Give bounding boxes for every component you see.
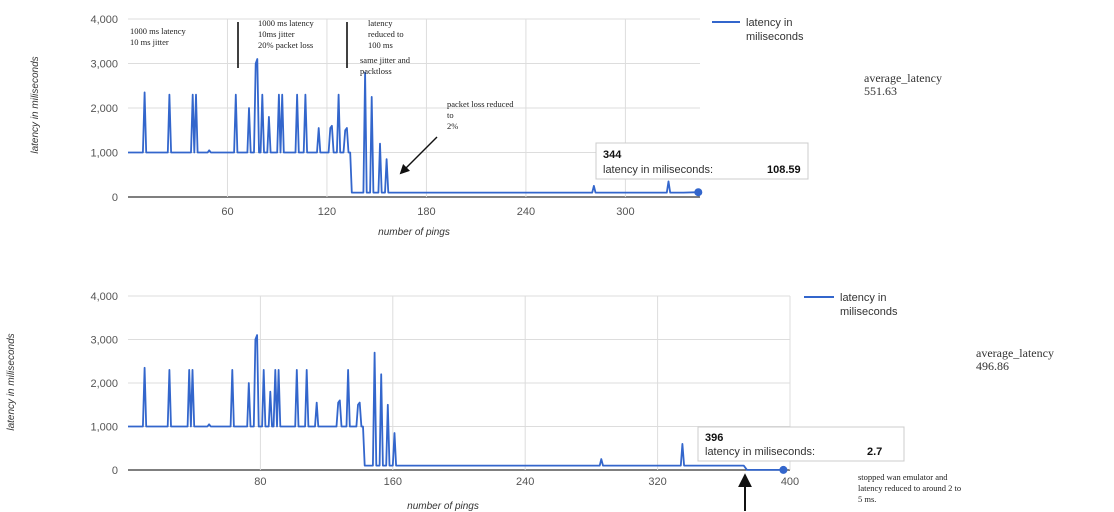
chart-1-tooltip-value: 108.59: [767, 164, 801, 176]
chart-1-average-value: 551.63: [864, 84, 897, 98]
chart-2-average-label: average_latency: [976, 346, 1054, 360]
chart-1-annotation-4: packet loss reduced to 2%: [447, 99, 516, 131]
x-tick-label: 120: [318, 206, 336, 218]
chart-1-tooltip-title: 344: [603, 149, 622, 161]
chart-1-legend-label: latency in miliseconds: [746, 17, 804, 43]
y-tick-label: 0: [112, 192, 118, 204]
y-tick-label: 0: [112, 465, 118, 477]
y-tick-label: 4,000: [90, 291, 118, 303]
chart-2-x-ticks: 80 160 240 320 400: [254, 476, 799, 488]
y-tick-label: 1,000: [90, 148, 118, 160]
x-tick-label: 400: [781, 476, 799, 488]
chart-2-y-ticks: 0 1,000 2,000 3,000 4,000: [90, 291, 118, 477]
chart-1-annotation-1: 1000 ms latency 10 ms jitter: [130, 26, 188, 47]
chart-1-tooltip: 344 latency in miliseconds: 108.59: [595, 142, 809, 180]
chart-1-average-label: average_latency: [864, 71, 942, 85]
chart-2-tooltip-value: 2.7: [867, 446, 882, 458]
chart-2-average-value: 496.86: [976, 359, 1009, 373]
chart-2-tooltip-title: 396: [705, 432, 723, 444]
chart-1-hover-point[interactable]: [694, 188, 703, 197]
x-tick-label: 60: [221, 206, 233, 218]
y-tick-label: 2,000: [90, 103, 118, 115]
y-tick-label: 1,000: [90, 422, 118, 434]
chart-1-annotation-2: 1000 ms latency 10ms jitter 20% packet l…: [258, 18, 316, 50]
x-tick-label: 240: [517, 206, 535, 218]
x-tick-label: 160: [384, 476, 402, 488]
x-tick-label: 180: [417, 206, 435, 218]
chart-1-tooltip-label: latency in miliseconds:: [603, 164, 713, 176]
chart-1-annotation-4-arrow: [399, 136, 438, 175]
chart-2-tooltip-label: latency in miliseconds:: [705, 446, 815, 458]
chart-2-series-line: [128, 334, 784, 471]
y-tick-label: 4,000: [90, 14, 118, 26]
chart-1-annotation-3: latency reduced to 100 ms same jitter an…: [360, 18, 412, 76]
y-tick-label: 3,000: [90, 59, 118, 71]
chart-1-x-ticks: 60 120 180 240 300: [221, 206, 634, 218]
chart-1-series-line: [128, 58, 699, 194]
chart-2-hover-point[interactable]: [779, 465, 788, 474]
x-tick-label: 240: [516, 476, 534, 488]
chart-2-tooltip: 396 latency in miliseconds: 2.7: [697, 426, 905, 462]
chart-1: 0 1,000 2,000 3,000 4,000 60 120 180 240 300 lat…: [30, 14, 942, 238]
chart-2-grid: [128, 295, 791, 471]
chart-2-annotation: stopped wan emulator and latency reduced…: [858, 472, 963, 504]
chart-2-x-axis-title: number of pings: [407, 501, 479, 512]
chart-1-x-axis-title: number of pings: [378, 227, 450, 238]
y-tick-label: 3,000: [90, 335, 118, 347]
chart-1-y-axis-title: latency in miliseconds: [30, 56, 41, 153]
chart-2-legend-label: latency in miliseconds: [840, 292, 898, 318]
x-tick-label: 320: [648, 476, 666, 488]
y-tick-label: 2,000: [90, 378, 118, 390]
chart-2-y-axis-title: latency in miliseconds: [6, 333, 17, 430]
chart-2: 0 1,000 2,000 3,000 4,000 80 160 240 320 400 lat…: [6, 291, 1054, 512]
x-tick-label: 80: [254, 476, 266, 488]
x-tick-label: 300: [616, 206, 634, 218]
chart-1-y-ticks: 0 1,000 2,000 3,000 4,000: [90, 14, 118, 204]
